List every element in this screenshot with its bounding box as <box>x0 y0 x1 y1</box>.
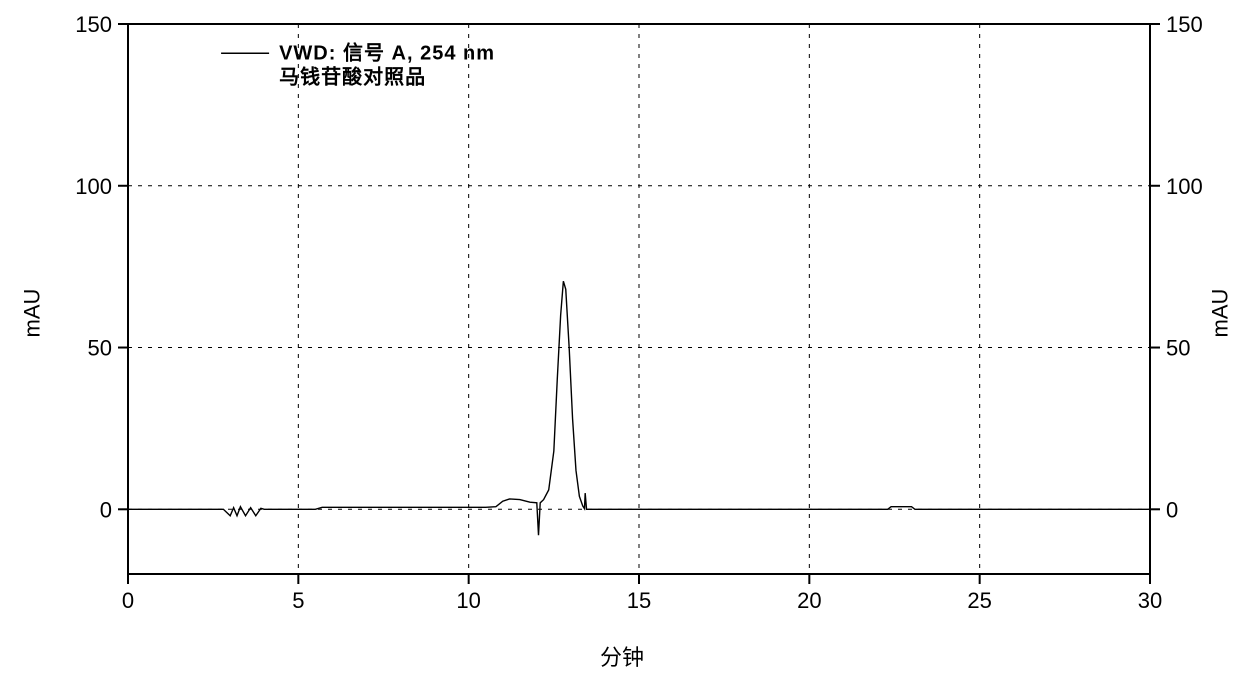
legend-line2: 马钱苷酸对照品 <box>279 64 426 88</box>
y-tick-label-right: 50 <box>1166 336 1190 361</box>
y-axis-label-right: mAU <box>1207 289 1233 338</box>
x-tick-label: 5 <box>292 588 304 613</box>
x-axis-label: 分钟 <box>600 640 644 672</box>
y-tick-label-left: 0 <box>100 497 112 522</box>
chart-svg: 0 5 10 15 20 25 30 0 50 100 150 0 50 100 150 VWD: 信号 A,… <box>0 0 1240 684</box>
y-tick-label-left: 150 <box>75 12 112 37</box>
chromatogram-chart: 0 5 10 15 20 25 30 0 50 100 150 0 50 100 150 VWD: 信号 A,… <box>0 0 1240 684</box>
x-tick-label: 0 <box>122 588 134 613</box>
x-tick-label: 20 <box>797 588 821 613</box>
x-tick-label: 25 <box>967 588 991 613</box>
y-tick-label-right: 150 <box>1166 12 1203 37</box>
y-tick-label-right: 100 <box>1166 174 1203 199</box>
x-tick-label: 15 <box>627 588 651 613</box>
y-axis-label-left: mAU <box>19 289 45 338</box>
y-tick-label-left: 50 <box>88 336 112 361</box>
legend-line1: VWD: 信号 A, 254 nm <box>279 40 495 64</box>
y-tick-label-right: 0 <box>1166 497 1178 522</box>
y-tick-label-left: 100 <box>75 174 112 199</box>
x-tick-label: 10 <box>456 588 480 613</box>
x-tick-label: 30 <box>1138 588 1162 613</box>
